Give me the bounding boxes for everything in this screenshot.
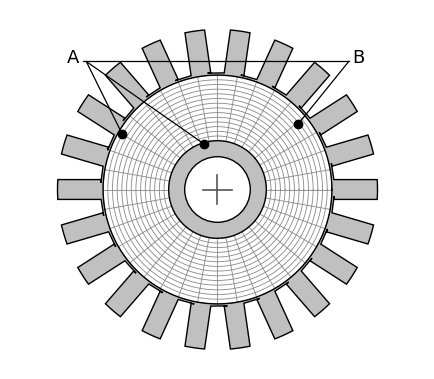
Polygon shape — [57, 30, 377, 349]
Circle shape — [168, 141, 266, 238]
Circle shape — [184, 157, 250, 222]
Circle shape — [103, 75, 331, 304]
Text: A: A — [67, 49, 79, 67]
Text: B: B — [352, 49, 364, 67]
